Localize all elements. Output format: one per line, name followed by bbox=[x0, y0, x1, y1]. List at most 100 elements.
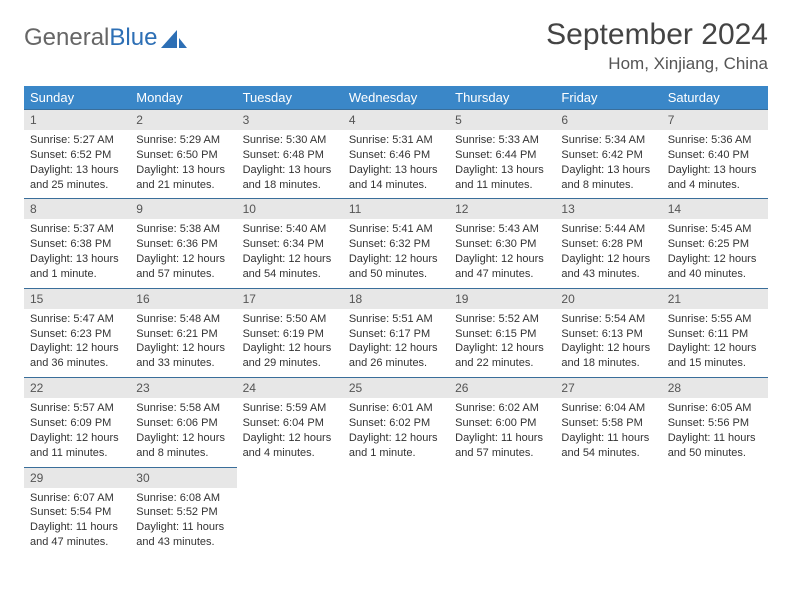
sunset-text: Sunset: 6:30 PM bbox=[455, 237, 549, 252]
day-body: Sunrise: 6:01 AMSunset: 6:02 PMDaylight:… bbox=[343, 398, 449, 466]
sunset-text: Sunset: 6:04 PM bbox=[243, 416, 337, 431]
day-body: Sunrise: 5:52 AMSunset: 6:15 PMDaylight:… bbox=[449, 309, 555, 377]
daylight-text-1: Daylight: 12 hours bbox=[349, 341, 443, 356]
sunset-text: Sunset: 6:50 PM bbox=[136, 148, 230, 163]
sunset-text: Sunset: 6:34 PM bbox=[243, 237, 337, 252]
day-body: Sunrise: 5:29 AMSunset: 6:50 PMDaylight:… bbox=[130, 130, 236, 198]
day-body: Sunrise: 6:07 AMSunset: 5:54 PMDaylight:… bbox=[24, 488, 130, 556]
sunrise-text: Sunrise: 5:43 AM bbox=[455, 222, 549, 237]
sunset-text: Sunset: 6:19 PM bbox=[243, 327, 337, 342]
daylight-text-1: Daylight: 11 hours bbox=[30, 520, 124, 535]
sunrise-text: Sunrise: 6:05 AM bbox=[668, 401, 762, 416]
day-number: 25 bbox=[343, 377, 449, 398]
day-number: 28 bbox=[662, 377, 768, 398]
daylight-text-2: and 40 minutes. bbox=[668, 267, 762, 282]
day-number: 4 bbox=[343, 109, 449, 130]
sunset-text: Sunset: 6:28 PM bbox=[561, 237, 655, 252]
day-body: Sunrise: 6:08 AMSunset: 5:52 PMDaylight:… bbox=[130, 488, 236, 556]
day-number: 22 bbox=[24, 377, 130, 398]
sunrise-text: Sunrise: 5:59 AM bbox=[243, 401, 337, 416]
calendar-cell: 17Sunrise: 5:50 AMSunset: 6:19 PMDayligh… bbox=[237, 288, 343, 377]
daylight-text-1: Daylight: 13 hours bbox=[349, 163, 443, 178]
daylight-text-2: and 18 minutes. bbox=[561, 356, 655, 371]
daylight-text-2: and 18 minutes. bbox=[243, 178, 337, 193]
sunset-text: Sunset: 6:13 PM bbox=[561, 327, 655, 342]
day-body: Sunrise: 5:27 AMSunset: 6:52 PMDaylight:… bbox=[24, 130, 130, 198]
calendar-cell: 20Sunrise: 5:54 AMSunset: 6:13 PMDayligh… bbox=[555, 288, 661, 377]
sunrise-text: Sunrise: 5:36 AM bbox=[668, 133, 762, 148]
daylight-text-1: Daylight: 12 hours bbox=[243, 252, 337, 267]
daylight-text-2: and 54 minutes. bbox=[243, 267, 337, 282]
daylight-text-1: Daylight: 13 hours bbox=[668, 163, 762, 178]
day-body: Sunrise: 5:44 AMSunset: 6:28 PMDaylight:… bbox=[555, 219, 661, 287]
sunrise-text: Sunrise: 5:58 AM bbox=[136, 401, 230, 416]
calendar-cell: 1Sunrise: 5:27 AMSunset: 6:52 PMDaylight… bbox=[24, 109, 130, 198]
daylight-text-1: Daylight: 12 hours bbox=[455, 341, 549, 356]
calendar-row: 29Sunrise: 6:07 AMSunset: 5:54 PMDayligh… bbox=[24, 467, 768, 556]
sunrise-text: Sunrise: 5:50 AM bbox=[243, 312, 337, 327]
sunrise-text: Sunrise: 5:27 AM bbox=[30, 133, 124, 148]
daylight-text-2: and 57 minutes. bbox=[455, 446, 549, 461]
sunset-text: Sunset: 6:17 PM bbox=[349, 327, 443, 342]
daylight-text-1: Daylight: 12 hours bbox=[136, 341, 230, 356]
sunrise-text: Sunrise: 5:44 AM bbox=[561, 222, 655, 237]
day-body: Sunrise: 5:33 AMSunset: 6:44 PMDaylight:… bbox=[449, 130, 555, 198]
daylight-text-2: and 8 minutes. bbox=[136, 446, 230, 461]
sunset-text: Sunset: 6:46 PM bbox=[349, 148, 443, 163]
day-number: 27 bbox=[555, 377, 661, 398]
day-number: 6 bbox=[555, 109, 661, 130]
sunrise-text: Sunrise: 5:57 AM bbox=[30, 401, 124, 416]
sunrise-text: Sunrise: 5:41 AM bbox=[349, 222, 443, 237]
sunrise-text: Sunrise: 5:48 AM bbox=[136, 312, 230, 327]
calendar-cell: 13Sunrise: 5:44 AMSunset: 6:28 PMDayligh… bbox=[555, 198, 661, 287]
day-body: Sunrise: 5:51 AMSunset: 6:17 PMDaylight:… bbox=[343, 309, 449, 377]
calendar-cell: 4Sunrise: 5:31 AMSunset: 6:46 PMDaylight… bbox=[343, 109, 449, 198]
daylight-text-1: Daylight: 11 hours bbox=[668, 431, 762, 446]
calendar-body: 1Sunrise: 5:27 AMSunset: 6:52 PMDaylight… bbox=[24, 109, 768, 556]
logo-text-part2: Blue bbox=[109, 24, 157, 52]
day-number: 30 bbox=[130, 467, 236, 488]
day-body: Sunrise: 5:55 AMSunset: 6:11 PMDaylight:… bbox=[662, 309, 768, 377]
day-body: Sunrise: 5:38 AMSunset: 6:36 PMDaylight:… bbox=[130, 219, 236, 287]
sunset-text: Sunset: 6:38 PM bbox=[30, 237, 124, 252]
day-number: 13 bbox=[555, 198, 661, 219]
sunrise-text: Sunrise: 6:04 AM bbox=[561, 401, 655, 416]
weekday-header: Tuesday bbox=[237, 86, 343, 109]
calendar-cell: 8Sunrise: 5:37 AMSunset: 6:38 PMDaylight… bbox=[24, 198, 130, 287]
calendar-cell: 16Sunrise: 5:48 AMSunset: 6:21 PMDayligh… bbox=[130, 288, 236, 377]
daylight-text-2: and 11 minutes. bbox=[455, 178, 549, 193]
daylight-text-2: and 22 minutes. bbox=[455, 356, 549, 371]
daylight-text-1: Daylight: 12 hours bbox=[243, 341, 337, 356]
day-number: 15 bbox=[24, 288, 130, 309]
calendar-cell: 9Sunrise: 5:38 AMSunset: 6:36 PMDaylight… bbox=[130, 198, 236, 287]
daylight-text-2: and 29 minutes. bbox=[243, 356, 337, 371]
sunrise-text: Sunrise: 5:30 AM bbox=[243, 133, 337, 148]
daylight-text-2: and 43 minutes. bbox=[561, 267, 655, 282]
day-body: Sunrise: 5:45 AMSunset: 6:25 PMDaylight:… bbox=[662, 219, 768, 287]
weekday-header-row: Sunday Monday Tuesday Wednesday Thursday… bbox=[24, 86, 768, 109]
calendar-cell: 24Sunrise: 5:59 AMSunset: 6:04 PMDayligh… bbox=[237, 377, 343, 466]
daylight-text-1: Daylight: 12 hours bbox=[668, 252, 762, 267]
daylight-text-1: Daylight: 12 hours bbox=[668, 341, 762, 356]
sunrise-text: Sunrise: 6:07 AM bbox=[30, 491, 124, 506]
calendar-cell: 19Sunrise: 5:52 AMSunset: 6:15 PMDayligh… bbox=[449, 288, 555, 377]
day-body: Sunrise: 5:48 AMSunset: 6:21 PMDaylight:… bbox=[130, 309, 236, 377]
sunrise-text: Sunrise: 5:29 AM bbox=[136, 133, 230, 148]
calendar-row: 1Sunrise: 5:27 AMSunset: 6:52 PMDaylight… bbox=[24, 109, 768, 198]
calendar-cell: 3Sunrise: 5:30 AMSunset: 6:48 PMDaylight… bbox=[237, 109, 343, 198]
sunrise-text: Sunrise: 6:08 AM bbox=[136, 491, 230, 506]
weekday-header: Saturday bbox=[662, 86, 768, 109]
weekday-header: Sunday bbox=[24, 86, 130, 109]
daylight-text-2: and 36 minutes. bbox=[30, 356, 124, 371]
calendar-cell: 27Sunrise: 6:04 AMSunset: 5:58 PMDayligh… bbox=[555, 377, 661, 466]
calendar-cell bbox=[449, 467, 555, 556]
weekday-header: Monday bbox=[130, 86, 236, 109]
sunrise-text: Sunrise: 5:34 AM bbox=[561, 133, 655, 148]
daylight-text-1: Daylight: 11 hours bbox=[455, 431, 549, 446]
day-number: 18 bbox=[343, 288, 449, 309]
calendar-cell: 10Sunrise: 5:40 AMSunset: 6:34 PMDayligh… bbox=[237, 198, 343, 287]
calendar-cell: 26Sunrise: 6:02 AMSunset: 6:00 PMDayligh… bbox=[449, 377, 555, 466]
daylight-text-2: and 54 minutes. bbox=[561, 446, 655, 461]
sunrise-text: Sunrise: 5:51 AM bbox=[349, 312, 443, 327]
daylight-text-2: and 50 minutes. bbox=[349, 267, 443, 282]
